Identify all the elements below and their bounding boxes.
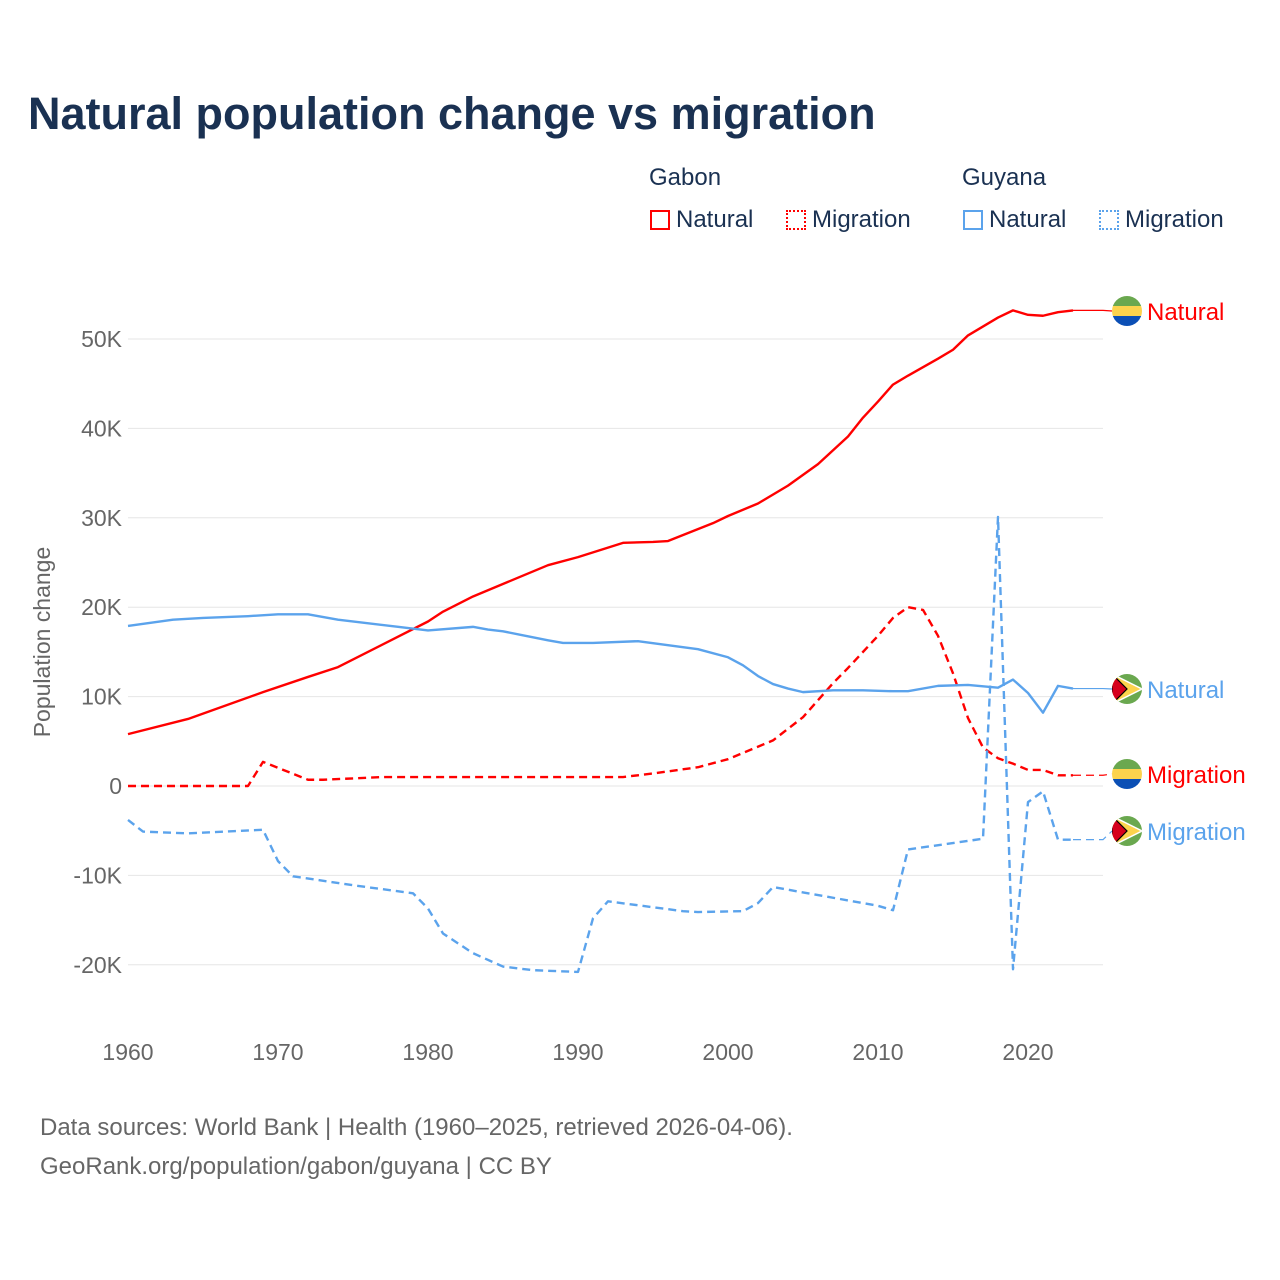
guyana-flag-icon bbox=[1112, 674, 1142, 704]
label-connector bbox=[1073, 773, 1113, 776]
x-tick-label: 1960 bbox=[102, 1039, 153, 1065]
end-label: Migration bbox=[1147, 819, 1246, 846]
flag-stripe bbox=[1112, 316, 1142, 326]
legend-guyana-natural[interactable]: Natural bbox=[963, 206, 1066, 234]
x-tick-label: 2000 bbox=[702, 1039, 753, 1065]
flag-body bbox=[1112, 816, 1142, 846]
flag-body bbox=[1112, 759, 1142, 789]
end-label: Migration bbox=[1147, 762, 1246, 789]
y-tick-label: 20K bbox=[81, 594, 123, 620]
y-tick-label: 50K bbox=[81, 326, 123, 352]
source-line-1: Data sources: World Bank | Health (1960–… bbox=[40, 1114, 793, 1141]
legend-label: Natural bbox=[989, 206, 1067, 233]
y-axis-label: Population change bbox=[29, 547, 55, 738]
source-note: Data sources: World Bank | Health (1960–… bbox=[40, 1108, 793, 1186]
flag-stripe bbox=[1112, 306, 1142, 316]
legend-label: Migration bbox=[812, 206, 911, 233]
chart-title: Natural population change vs migration bbox=[28, 88, 876, 139]
flag-triangle bbox=[1112, 674, 1128, 704]
flag-body bbox=[1112, 296, 1142, 326]
legend-guyana-migration[interactable]: Migration bbox=[1099, 206, 1224, 234]
legend-swatch bbox=[650, 210, 670, 230]
source-line-2[interactable]: GeoRank.org/population/gabon/guyana | CC… bbox=[40, 1153, 552, 1180]
series-line-guyana-migration bbox=[127, 515, 1073, 974]
y-tick-label: 10K bbox=[81, 684, 123, 710]
flag-stripe bbox=[1112, 769, 1142, 779]
flag-stripe bbox=[1112, 759, 1142, 769]
legend-gabon-natural[interactable]: Natural bbox=[650, 206, 753, 234]
x-tick-label: 2010 bbox=[852, 1039, 903, 1065]
y-tick-label: 40K bbox=[81, 415, 123, 441]
legend-group-guyana: Guyana bbox=[962, 164, 1047, 191]
label-connector bbox=[1073, 830, 1113, 841]
x-tick-label: 2020 bbox=[1002, 1039, 1053, 1065]
legend-label: Natural bbox=[676, 206, 754, 233]
flag-stripe bbox=[1112, 296, 1142, 306]
legend-swatch bbox=[786, 210, 806, 230]
y-tick-label: 30K bbox=[81, 505, 123, 531]
guyana-flag-icon bbox=[1112, 816, 1142, 846]
y-tick-label: 0 bbox=[109, 773, 122, 799]
end-label: Natural bbox=[1147, 677, 1224, 704]
x-tick-label: 1990 bbox=[552, 1039, 603, 1065]
x-tick-label: 1970 bbox=[252, 1039, 303, 1065]
flag-stripe bbox=[1112, 779, 1142, 789]
legend-group-gabon: Gabon bbox=[649, 164, 722, 191]
legend-swatch bbox=[1099, 210, 1119, 230]
end-label: Natural bbox=[1147, 299, 1224, 326]
y-tick-label: -20K bbox=[73, 952, 122, 978]
flag-triangle bbox=[1112, 816, 1128, 846]
label-connector bbox=[1073, 309, 1113, 312]
gabon-flag-icon bbox=[1112, 759, 1142, 789]
legend-swatch bbox=[963, 210, 983, 230]
series-line-gabon-natural bbox=[127, 309, 1074, 736]
y-tick-label: -10K bbox=[73, 862, 122, 888]
x-tick-label: 1980 bbox=[402, 1039, 453, 1065]
flag-body bbox=[1112, 674, 1142, 704]
gabon-flag-icon bbox=[1112, 296, 1142, 326]
legend-gabon-migration[interactable]: Migration bbox=[786, 206, 911, 234]
legend-label: Migration bbox=[1125, 206, 1224, 233]
series-line-gabon-migration bbox=[128, 606, 1073, 788]
series-line-guyana-natural bbox=[127, 613, 1074, 714]
